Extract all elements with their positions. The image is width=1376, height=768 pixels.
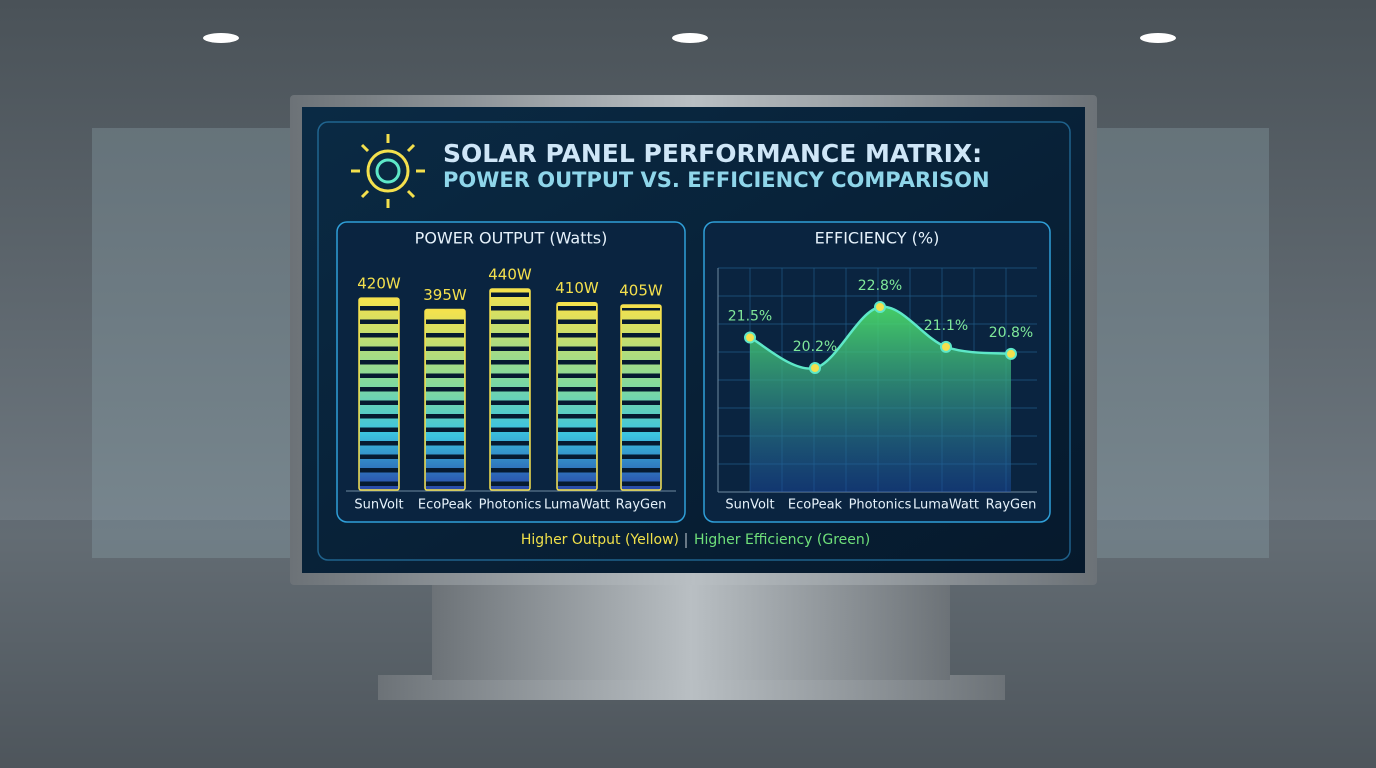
ceiling-light (1140, 33, 1176, 43)
x-tick-label: LumaWatt (544, 498, 610, 513)
point (1005, 347, 1017, 360)
panel-title: EFFICIENCY (%) (815, 229, 940, 248)
screen-border (317, 121, 1071, 561)
title: SOLAR PANEL PERFORMANCE MATRIX: (443, 139, 982, 168)
glass-wall (92, 128, 292, 558)
point (744, 331, 756, 344)
x-tick-label: Photonics (479, 498, 542, 513)
panel-title: POWER OUTPUT (Watts) (415, 229, 608, 248)
value-label: 410W (555, 279, 599, 297)
value-label: 21.1% (924, 318, 968, 334)
bar-segments (491, 292, 529, 490)
x-tick-label: EcoPeak (788, 498, 843, 513)
x-tick-label: EcoPeak (418, 498, 473, 513)
bar-segments (360, 301, 398, 490)
x-tick-label: RayGen (616, 498, 667, 513)
point (940, 340, 952, 353)
x-tick-label: LumaWatt (913, 498, 979, 513)
point (809, 362, 821, 374)
area (750, 306, 1011, 492)
value-label: 440W (488, 266, 532, 284)
bar-segments (622, 307, 660, 490)
point (874, 301, 886, 313)
x-tick-label: RayGen (986, 498, 1037, 513)
glass-wall (1097, 128, 1269, 558)
legend-note: Higher Output (Yellow) (521, 532, 679, 548)
sun-icon (351, 134, 425, 208)
bar-segments (426, 312, 464, 490)
value-label: 22.8% (858, 278, 902, 294)
x-tick-label: SunVolt (725, 498, 774, 513)
subtitle: POWER OUTPUT VS. EFFICIENCY COMPARISON (443, 168, 990, 192)
value-label: 20.8% (989, 325, 1033, 341)
value-label: 405W (619, 281, 663, 299)
value-label: 420W (357, 275, 401, 293)
x-tick-label: SunVolt (354, 498, 403, 513)
value-label: 21.5% (728, 309, 772, 325)
bar-segments (558, 305, 596, 490)
value-label: 395W (423, 286, 467, 304)
legend-note: Higher Efficiency (Green) (694, 532, 870, 548)
ceiling-light (672, 33, 708, 43)
stand (432, 585, 950, 680)
value-label: 20.2% (793, 339, 837, 355)
x-tick-label: Photonics (849, 498, 912, 513)
ceiling-light (203, 33, 239, 43)
